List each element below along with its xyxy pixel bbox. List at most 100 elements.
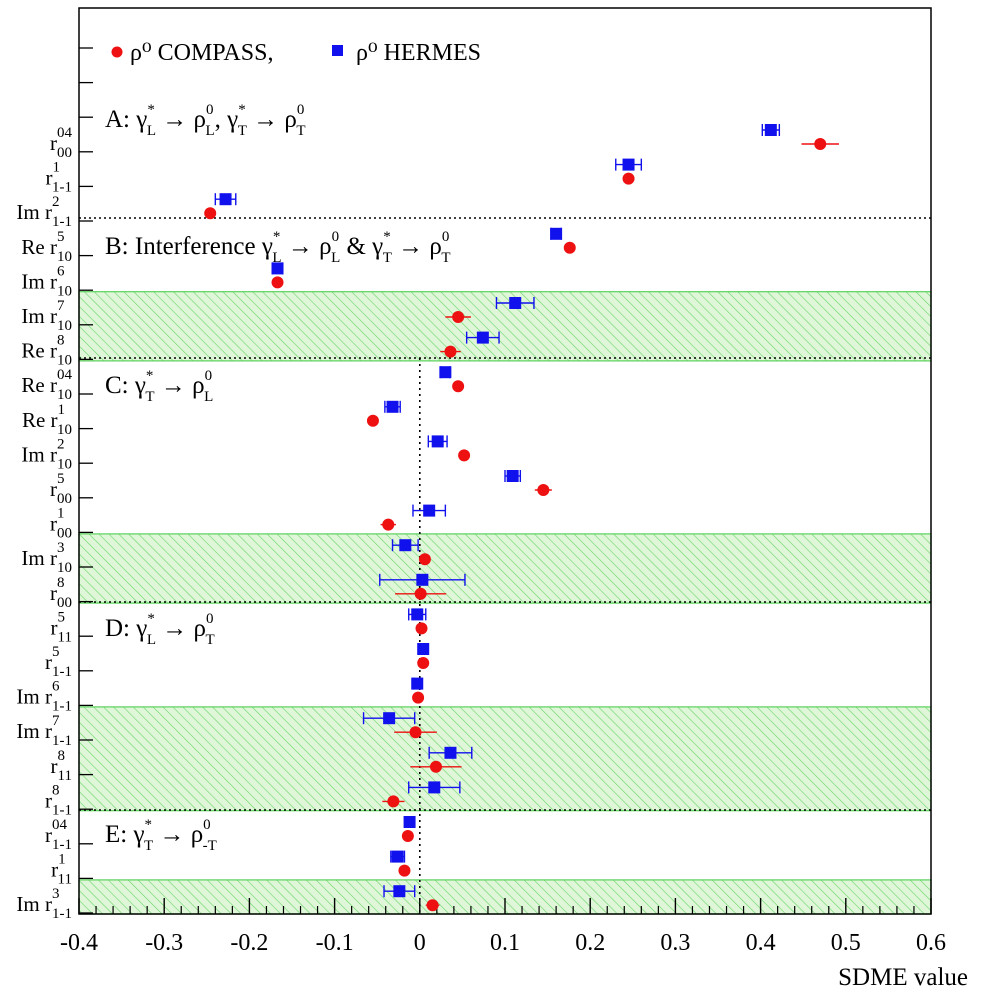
x-tick-label: 0.3 bbox=[660, 930, 690, 956]
section-a-label: A: γ* L → ρ0 L, γ* T → ρ0 T bbox=[105, 102, 306, 139]
hermes-point bbox=[393, 885, 406, 898]
compass-point bbox=[444, 345, 457, 358]
legend-hermes-label: ρ⁰ HERMES bbox=[356, 40, 481, 66]
hermes-point bbox=[219, 193, 232, 206]
row-label: Re r04 10 bbox=[21, 367, 72, 403]
x-axis-title: SDME value bbox=[838, 964, 968, 991]
compass-point bbox=[452, 311, 465, 323]
row-label: Im r3 10 bbox=[21, 540, 72, 576]
hermes-point bbox=[764, 124, 777, 136]
hermes-point bbox=[383, 712, 396, 725]
hermes-point bbox=[391, 850, 404, 863]
row-label: Im r7 10 bbox=[21, 298, 72, 334]
compass-point bbox=[563, 241, 576, 254]
compass-point bbox=[401, 830, 414, 842]
hermes-point bbox=[476, 331, 489, 344]
hermes-point bbox=[423, 504, 436, 517]
hermes-point bbox=[417, 643, 430, 655]
hermes-point bbox=[506, 470, 519, 482]
data-points bbox=[204, 124, 839, 912]
hermes-point bbox=[271, 262, 284, 275]
row-label: r04 00 bbox=[50, 125, 73, 161]
hermes-point bbox=[439, 366, 452, 379]
row-label: r1 00 bbox=[50, 506, 72, 542]
compass-point bbox=[426, 899, 439, 912]
legend-hermes-marker bbox=[332, 45, 343, 56]
row-label: Im r2 10 bbox=[21, 436, 72, 472]
compass-point bbox=[417, 657, 430, 669]
compass-point bbox=[814, 138, 827, 150]
x-tick-label: -0.1 bbox=[316, 930, 354, 956]
row-label: Re r5 10 bbox=[21, 229, 72, 265]
x-tick-label: -0.4 bbox=[60, 930, 98, 956]
hermes-point bbox=[399, 539, 412, 552]
compass-point bbox=[271, 276, 284, 289]
x-tick-label: -0.3 bbox=[145, 930, 183, 956]
row-label: r8 1-1 bbox=[45, 782, 72, 818]
row-label: Im r3 1-1 bbox=[16, 886, 72, 922]
row-label: r1 1-1 bbox=[46, 160, 72, 196]
section-b-label: B: Interference γ* L → ρ0 L & γ* T → ρ0 T bbox=[105, 229, 451, 266]
legend-compass-label: ρ⁰ COMPASS, bbox=[130, 40, 273, 66]
hermes-point bbox=[411, 608, 424, 621]
x-tick-label: 0 bbox=[414, 930, 426, 956]
section-dividers bbox=[79, 217, 931, 811]
shaded-bands bbox=[78, 291, 932, 915]
row-label: r04 1-1 bbox=[45, 817, 72, 853]
x-tick-label: 0.6 bbox=[916, 930, 946, 956]
compass-point bbox=[366, 414, 379, 427]
compass-point bbox=[622, 172, 635, 185]
legend-compass-marker bbox=[111, 46, 123, 58]
shaded-band bbox=[78, 706, 932, 812]
hermes-point bbox=[411, 677, 424, 690]
shaded-band bbox=[78, 291, 932, 362]
compass-point bbox=[415, 622, 428, 635]
section-c-label: C: γ* T → ρ0 L bbox=[105, 368, 213, 405]
x-tick-label: 0.4 bbox=[746, 930, 776, 956]
compass-point bbox=[382, 518, 395, 531]
row-label: r1 11 bbox=[51, 852, 72, 888]
hermes-point bbox=[622, 158, 635, 171]
compass-point bbox=[452, 380, 465, 393]
compass-point bbox=[429, 760, 442, 773]
legend: ρ⁰ COMPASS, ρ⁰ HERMES bbox=[111, 40, 481, 66]
x-tick-label: 0.1 bbox=[490, 930, 520, 956]
x-axis: -0.4 -0.3 -0.2 -0.1 0 0.1 0.2 0.3 0.4 0.5 0.6 bbox=[60, 898, 946, 956]
compass-point bbox=[204, 207, 217, 220]
compass-point bbox=[387, 795, 400, 808]
hermes-point bbox=[403, 816, 416, 828]
compass-point bbox=[398, 864, 411, 877]
row-label: r5 1-1 bbox=[45, 644, 72, 680]
x-tick-label: 0.2 bbox=[575, 930, 605, 956]
row-label: Re r8 10 bbox=[21, 333, 72, 369]
shaded-band bbox=[78, 533, 932, 604]
x-tick-label: -0.2 bbox=[230, 930, 268, 956]
compass-point bbox=[414, 587, 427, 600]
compass-point bbox=[458, 449, 471, 462]
hermes-point bbox=[386, 400, 399, 413]
row-label: Im r2 1-1 bbox=[16, 194, 72, 230]
hermes-point bbox=[444, 746, 457, 759]
compass-point bbox=[537, 484, 550, 496]
compass-point bbox=[412, 691, 425, 704]
hermes-point bbox=[509, 297, 522, 309]
hermes-point bbox=[550, 227, 563, 240]
row-label: Re r1 10 bbox=[22, 402, 72, 438]
section-d-label: D: γ* L → ρ0 T bbox=[105, 611, 215, 648]
hermes-point bbox=[428, 781, 441, 794]
row-label: r8 11 bbox=[51, 748, 72, 784]
section-e-label: E: γ* T → ρ0 -T bbox=[105, 817, 217, 854]
hermes-point bbox=[431, 435, 444, 448]
compass-point bbox=[418, 553, 431, 566]
row-label: r5 00 bbox=[50, 471, 72, 507]
compass-point bbox=[409, 726, 422, 739]
row-label: Im r7 1-1 bbox=[16, 713, 72, 749]
row-label: r8 00 bbox=[50, 575, 72, 611]
row-label: Im r6 10 bbox=[21, 263, 72, 299]
row-label: r5 11 bbox=[51, 609, 72, 645]
row-label: Im r6 1-1 bbox=[16, 679, 72, 715]
hermes-point bbox=[416, 573, 429, 586]
x-tick-label: 0.5 bbox=[831, 930, 861, 956]
